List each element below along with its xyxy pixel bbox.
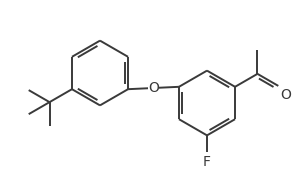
- Text: O: O: [148, 81, 159, 95]
- Text: F: F: [203, 155, 211, 169]
- Text: O: O: [280, 88, 291, 102]
